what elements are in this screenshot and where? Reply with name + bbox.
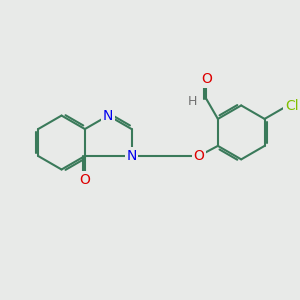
Text: O: O: [201, 72, 212, 86]
Text: N: N: [103, 109, 113, 123]
Text: O: O: [194, 149, 204, 163]
Text: H: H: [188, 95, 197, 108]
Text: N: N: [126, 149, 137, 163]
Text: Cl: Cl: [285, 99, 298, 113]
Text: O: O: [80, 173, 90, 187]
